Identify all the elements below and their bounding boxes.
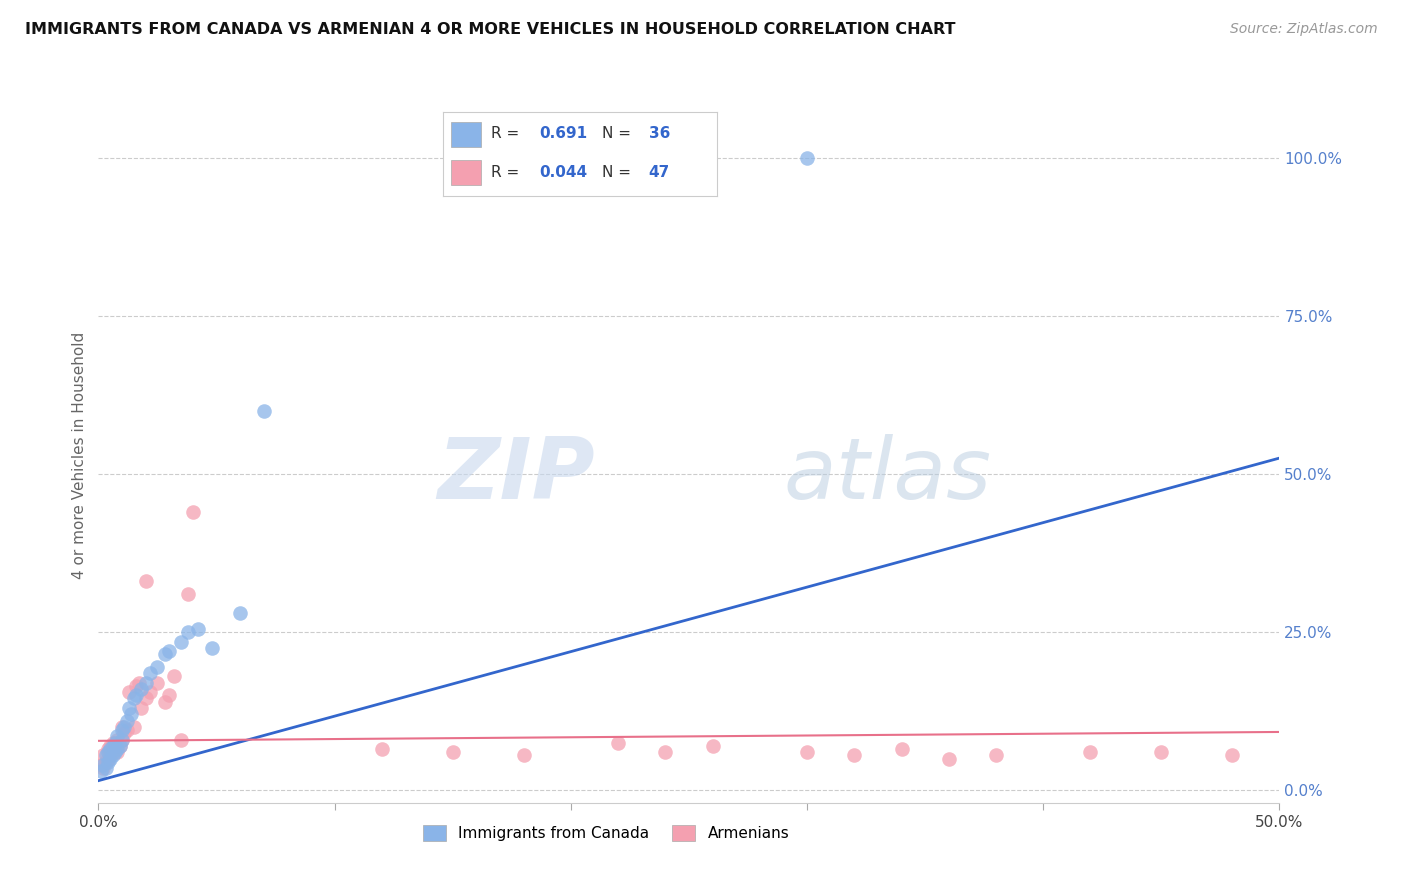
- FancyBboxPatch shape: [451, 160, 481, 186]
- Point: [157, 644, 180, 658]
- Point: [170, 634, 193, 648]
- Point: [104, 745, 127, 759]
- Point: [890, 742, 912, 756]
- Point: [105, 730, 128, 744]
- Point: [98, 739, 121, 753]
- Text: ZIP: ZIP: [437, 434, 595, 517]
- Point: [163, 669, 186, 683]
- Point: [105, 745, 128, 759]
- Point: [181, 505, 204, 519]
- Text: Source: ZipAtlas.com: Source: ZipAtlas.com: [1230, 22, 1378, 37]
- Text: atlas: atlas: [783, 434, 991, 517]
- Point: [90, 757, 112, 772]
- Point: [97, 755, 120, 769]
- Text: N =: N =: [602, 127, 636, 142]
- Point: [177, 587, 200, 601]
- Point: [654, 745, 676, 759]
- Point: [1150, 745, 1173, 759]
- Point: [607, 736, 630, 750]
- Point: [121, 707, 143, 722]
- Text: N =: N =: [602, 165, 636, 179]
- Point: [98, 748, 121, 763]
- Point: [125, 679, 148, 693]
- Point: [105, 732, 128, 747]
- Point: [139, 666, 162, 681]
- Point: [104, 742, 127, 756]
- Point: [796, 151, 818, 165]
- Point: [253, 403, 276, 417]
- Point: [135, 691, 157, 706]
- Point: [938, 751, 960, 765]
- Point: [115, 723, 138, 737]
- Point: [844, 748, 866, 763]
- Point: [153, 695, 176, 709]
- Point: [94, 755, 117, 769]
- Point: [229, 606, 252, 620]
- Point: [98, 751, 121, 765]
- Legend: Immigrants from Canada, Armenians: Immigrants from Canada, Armenians: [418, 819, 796, 847]
- Text: 36: 36: [648, 127, 669, 142]
- Point: [118, 701, 141, 715]
- Point: [112, 720, 135, 734]
- Text: R =: R =: [491, 165, 524, 179]
- Point: [512, 748, 534, 763]
- Text: IMMIGRANTS FROM CANADA VS ARMENIAN 4 OR MORE VEHICLES IN HOUSEHOLD CORRELATION C: IMMIGRANTS FROM CANADA VS ARMENIAN 4 OR …: [25, 22, 956, 37]
- Point: [371, 742, 394, 756]
- Point: [105, 742, 128, 756]
- Point: [90, 764, 112, 779]
- Point: [139, 685, 162, 699]
- Text: 0.044: 0.044: [538, 165, 586, 179]
- Point: [97, 742, 120, 756]
- Point: [984, 748, 1007, 763]
- Point: [146, 675, 169, 690]
- Point: [94, 761, 117, 775]
- Point: [129, 681, 152, 696]
- Point: [111, 732, 134, 747]
- Point: [94, 748, 117, 763]
- Point: [177, 625, 200, 640]
- Point: [125, 688, 148, 702]
- Point: [201, 640, 224, 655]
- Point: [170, 732, 193, 747]
- Point: [108, 739, 131, 753]
- Point: [112, 726, 135, 740]
- Y-axis label: 4 or more Vehicles in Household: 4 or more Vehicles in Household: [72, 331, 87, 579]
- Point: [157, 688, 180, 702]
- Point: [91, 748, 114, 763]
- Point: [128, 675, 150, 690]
- Point: [101, 739, 124, 753]
- Text: 0.691: 0.691: [538, 127, 586, 142]
- Point: [135, 574, 157, 589]
- Point: [441, 745, 464, 759]
- Text: 47: 47: [648, 165, 669, 179]
- Point: [97, 745, 120, 759]
- Point: [101, 748, 124, 763]
- Point: [101, 736, 124, 750]
- Point: [146, 660, 169, 674]
- Point: [115, 714, 138, 728]
- Point: [111, 732, 134, 747]
- Point: [118, 685, 141, 699]
- FancyBboxPatch shape: [451, 121, 481, 147]
- Point: [153, 647, 176, 661]
- Point: [91, 757, 114, 772]
- Point: [187, 622, 209, 636]
- Point: [111, 720, 134, 734]
- Point: [91, 761, 114, 775]
- Point: [111, 723, 134, 737]
- Point: [1220, 748, 1243, 763]
- Point: [1080, 745, 1102, 759]
- Point: [101, 745, 124, 759]
- Point: [135, 675, 157, 690]
- Point: [796, 745, 818, 759]
- Point: [129, 701, 152, 715]
- Point: [702, 739, 724, 753]
- Point: [108, 739, 131, 753]
- Point: [122, 720, 145, 734]
- Text: R =: R =: [491, 127, 524, 142]
- Point: [104, 736, 127, 750]
- Point: [97, 751, 120, 765]
- Point: [122, 691, 145, 706]
- Point: [98, 742, 121, 756]
